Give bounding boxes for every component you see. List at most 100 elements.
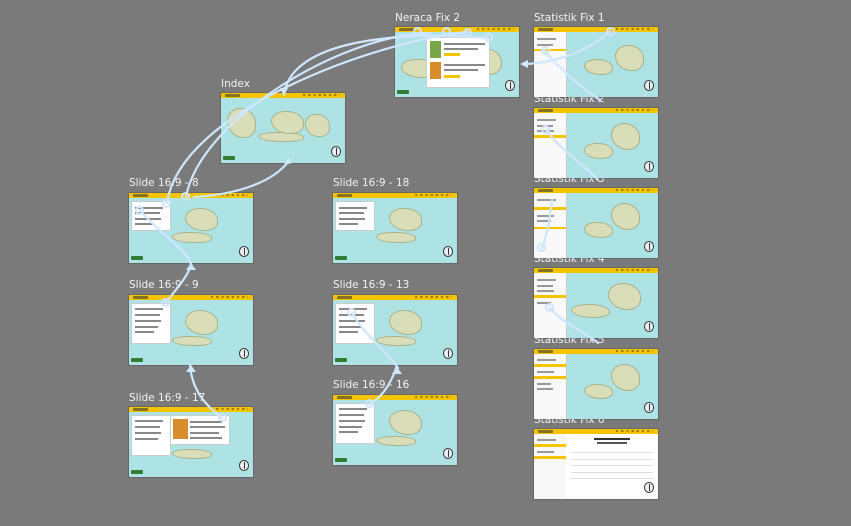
popup-button[interactable]	[444, 53, 460, 57]
connection-handle[interactable]	[484, 33, 493, 42]
text-line	[536, 439, 556, 442]
table-row	[570, 471, 654, 473]
selected-item[interactable]	[534, 135, 567, 138]
frame-statistik-fix-6[interactable]	[534, 429, 658, 499]
connection-handle[interactable]	[181, 192, 190, 201]
frame-label-slide-18[interactable]: Slide 16:9 - 18	[333, 177, 410, 189]
map-island	[583, 221, 613, 238]
logo	[537, 28, 553, 31]
frame-label-slide-16[interactable]: Slide 16:9 - 16	[333, 379, 410, 391]
text-line	[135, 217, 162, 220]
frame-slide-8[interactable]	[129, 193, 253, 263]
nav-menu	[476, 28, 515, 31]
selected-item[interactable]	[534, 226, 567, 230]
connection-handle[interactable]	[541, 125, 550, 134]
panel-subtitle	[597, 441, 627, 444]
selected-item[interactable]	[534, 456, 567, 459]
popup-button[interactable]	[444, 75, 460, 78]
connection-handle[interactable]	[135, 206, 144, 215]
selected-item[interactable]	[534, 364, 567, 367]
text-line	[135, 223, 155, 226]
frame-statistik-fix-3[interactable]	[534, 188, 658, 258]
app-header	[534, 188, 658, 193]
compass-icon	[643, 80, 655, 92]
text-line	[536, 289, 555, 292]
frame-label-index[interactable]: Index	[221, 78, 250, 90]
frame-slide-18[interactable]	[333, 193, 457, 263]
text-line	[536, 284, 553, 287]
side-panel	[534, 353, 568, 419]
nav-menu	[615, 28, 654, 31]
text-line	[536, 215, 555, 218]
connection-handle[interactable]	[537, 243, 546, 252]
map-island	[583, 58, 613, 75]
frame-statistik-fix-4[interactable]	[534, 268, 658, 338]
frame-statistik-fix-5[interactable]	[534, 349, 658, 419]
compass-icon	[643, 161, 655, 173]
connection-handle[interactable]	[545, 303, 554, 312]
text-line	[135, 331, 155, 334]
frame-index[interactable]	[221, 93, 345, 163]
map-island	[583, 143, 613, 159]
frame-slide-13[interactable]	[333, 295, 457, 365]
map-island	[583, 384, 613, 399]
nav-menu	[414, 396, 453, 399]
frame-label-slide-13[interactable]: Slide 16:9 - 13	[333, 279, 410, 291]
logo	[336, 396, 352, 399]
nav-menu	[615, 189, 654, 192]
connection-handle[interactable]	[162, 199, 171, 208]
text-line	[135, 308, 164, 311]
text-line	[339, 331, 359, 334]
frame-slide-9[interactable]	[129, 295, 253, 365]
connection-handle[interactable]	[463, 28, 472, 37]
selected-item[interactable]	[534, 376, 567, 379]
frame-label-slide-8[interactable]: Slide 16:9 - 8	[129, 177, 199, 189]
connection-slide8-to-index	[192, 160, 290, 199]
logo	[336, 194, 352, 197]
frame-label-slide-17[interactable]: Slide 16:9 - 17	[129, 392, 206, 404]
map-island	[270, 110, 304, 134]
connection-handle[interactable]	[365, 399, 374, 408]
map-island	[172, 449, 212, 460]
frame-statistik-fix-1[interactable]	[534, 27, 658, 97]
text-line	[339, 319, 366, 322]
connection-handle[interactable]	[347, 308, 356, 317]
text-line	[339, 408, 368, 411]
table-row	[570, 465, 654, 467]
app-header	[333, 395, 457, 400]
frame-slide-16[interactable]	[333, 395, 457, 465]
text-line	[536, 370, 555, 373]
map-island	[388, 208, 422, 232]
text-line	[536, 359, 556, 362]
connection-handle[interactable]	[541, 46, 550, 55]
connection-handle[interactable]	[606, 27, 615, 36]
connection-handle[interactable]	[218, 413, 227, 422]
compass-icon	[643, 241, 655, 253]
selected-item[interactable]	[534, 295, 567, 298]
frame-neraca-fix-2[interactable]	[395, 27, 519, 97]
text-line	[135, 206, 164, 209]
app-header	[534, 27, 658, 32]
connection-handle[interactable]	[413, 27, 422, 36]
frame-label-statistik-fix-1[interactable]: Statistik Fix 1	[534, 12, 605, 24]
text-line	[339, 223, 359, 226]
frame-label-slide-9[interactable]: Slide 16:9 - 9	[129, 279, 199, 291]
panel-title	[593, 437, 631, 441]
app-header	[129, 295, 253, 300]
connection-handle[interactable]	[442, 27, 451, 36]
menu-panel	[335, 201, 375, 232]
text-line	[190, 431, 220, 434]
text-line	[536, 450, 555, 453]
frame-label-neraca-fix-2[interactable]: Neraca Fix 2	[395, 12, 461, 24]
frame-statistik-fix-2[interactable]	[534, 108, 658, 178]
connection-handle[interactable]	[161, 298, 170, 307]
map-island	[610, 203, 641, 230]
text-line	[339, 419, 366, 422]
text-line	[536, 119, 556, 122]
selected-item[interactable]	[534, 48, 567, 52]
selected-item[interactable]	[534, 207, 567, 210]
map-island	[305, 114, 330, 137]
frame-slide-17[interactable]	[129, 407, 253, 477]
selected-item[interactable]	[534, 444, 567, 447]
compass-icon	[643, 402, 655, 414]
